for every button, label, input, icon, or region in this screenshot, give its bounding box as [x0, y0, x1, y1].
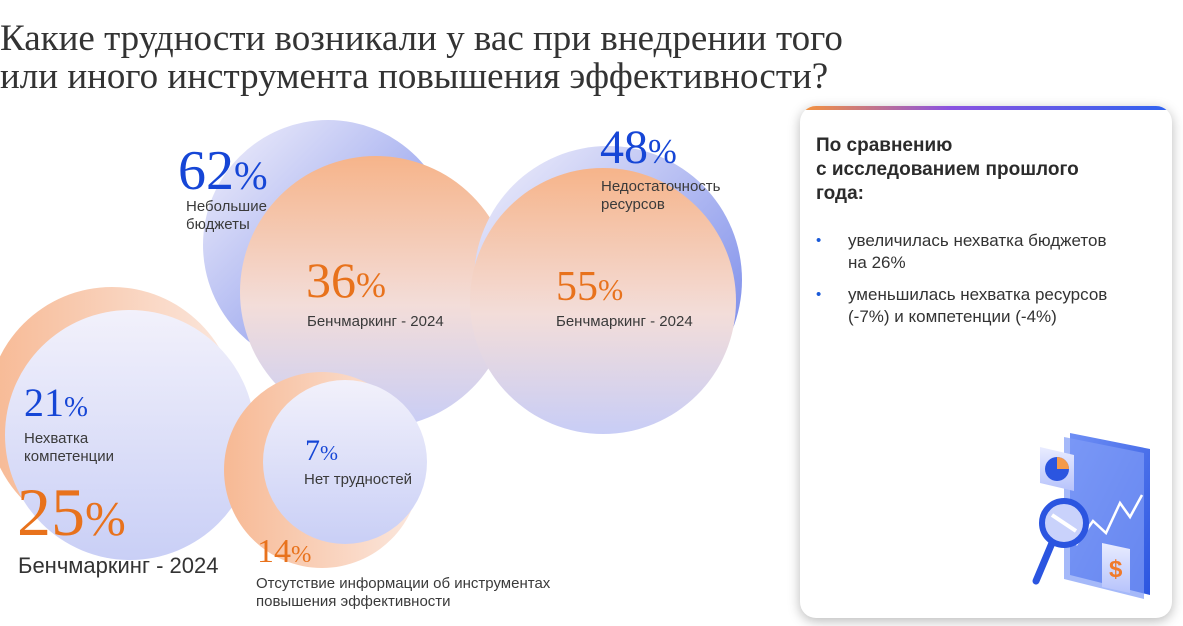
benchmark-label-competence: Бенчмаркинг - 2024 [18, 553, 219, 578]
bullet-budgets: увеличилась нехватка бюджетов на 26% [816, 230, 1156, 274]
bubble-resources-benchmark [470, 168, 736, 434]
label-competence: Нехватка компетенции [24, 430, 115, 465]
bubble-competence-current [5, 310, 255, 560]
page-title: Какие трудности возникали у вас при внед… [0, 20, 900, 96]
magnifier-icon [1032, 498, 1089, 585]
benchmark-label-budgets: Бенчмаркинг - 2024 [307, 313, 444, 330]
title-line-2: или иного инструмента повышения эффектив… [0, 56, 829, 97]
bubble-budgets-benchmark [240, 156, 512, 428]
bubble-chart [0, 120, 742, 568]
value-no-info: 14% [257, 533, 312, 570]
label-no-info: Отсутствие информации об инструментах по… [256, 575, 551, 610]
value-budgets: 62% [178, 140, 268, 202]
value-competence: 21% [24, 380, 88, 425]
analytics-illustration: $ [1032, 433, 1150, 599]
benchmark-value-competence: 25% [17, 474, 126, 550]
card-title: По сравнению с исследованием прошлого го… [816, 135, 1079, 204]
bullet-resources: уменьшилась нехватка ресурсов (-7%) и ко… [816, 284, 1156, 328]
benchmark-value-budgets: 36% [306, 252, 386, 308]
title-line-1: Какие трудности возникали у вас при внед… [0, 18, 843, 59]
card-accent-bar [800, 106, 1172, 110]
benchmark-value-resources: 55% [556, 264, 624, 310]
label-no-difficulties: Нет трудностей [304, 471, 413, 488]
label-resources: Недостаточность ресурсов [601, 178, 721, 213]
svg-text:$: $ [1109, 556, 1123, 583]
bubble-nodifficulties [263, 380, 427, 544]
benchmark-label-resources: Бенчмаркинг - 2024 [556, 313, 693, 330]
value-resources: 48% [600, 121, 677, 174]
card-bullet-list: увеличилась нехватка бюджетов на 26% уме… [816, 230, 1156, 338]
pie-card-icon [1040, 447, 1074, 491]
value-no-difficulties: 7% [305, 434, 338, 467]
comparison-card: По сравнению с исследованием прошлого го… [800, 106, 1172, 618]
label-budgets: Небольшие бюджеты [186, 198, 267, 233]
dollar-card-icon: $ [1102, 543, 1130, 593]
